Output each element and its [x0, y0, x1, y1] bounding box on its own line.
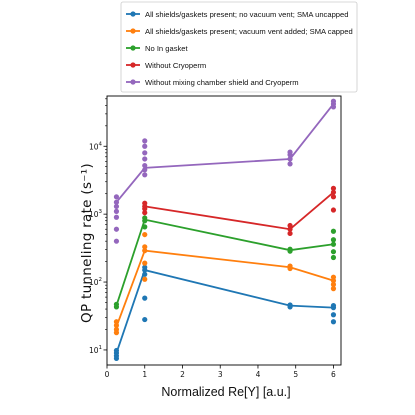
- legend-label: All shields/gaskets present; no vacuum v…: [145, 10, 348, 19]
- x-tick-label: 3: [218, 370, 223, 379]
- x-tick-label: 6: [331, 370, 336, 379]
- data-point: [113, 214, 120, 220]
- series-line-2: [115, 249, 334, 328]
- legend-label: All shields/gaskets present; vacuum vent…: [145, 27, 353, 36]
- data-point: [142, 271, 148, 277]
- data-point: [142, 244, 148, 250]
- axes-frame: [106, 95, 342, 366]
- data-point: [330, 274, 337, 280]
- data-point: [142, 276, 148, 282]
- y-axis-label: QP tunneling rate (s⁻¹): [79, 163, 95, 323]
- data-point: [330, 194, 337, 200]
- x-axis-label: Normalized Re[Y] [a.u.]: [161, 385, 290, 399]
- data-point: [142, 248, 148, 254]
- legend-label: Without Cryoperm: [145, 61, 206, 70]
- data-point: [113, 203, 120, 210]
- series-line-4: [144, 191, 335, 231]
- data-point: [287, 302, 293, 308]
- data-point: [142, 143, 148, 149]
- x-tick-label: 1: [142, 370, 147, 379]
- legend-label: Without mixing chamber shield and Cryope…: [145, 78, 299, 87]
- data-point: [330, 228, 337, 234]
- data-point: [142, 215, 148, 221]
- data-point: [113, 301, 120, 307]
- data-point: [113, 194, 120, 200]
- legend-marker: [130, 45, 136, 51]
- x-tick-label: 5: [293, 370, 298, 379]
- data-point: [330, 98, 337, 104]
- axes: 0 1 2 3 4 5 6 101 102 103 104: [89, 95, 342, 379]
- data-point: [142, 167, 148, 173]
- data-point: [113, 326, 120, 333]
- data-point: [142, 138, 148, 144]
- y-tick-label: 102: [89, 277, 102, 287]
- data-point: [142, 224, 148, 230]
- data-point: [330, 241, 337, 247]
- data-point: [287, 149, 293, 155]
- y-tick-label: 103: [89, 209, 103, 219]
- legend-marker: [130, 11, 136, 17]
- legend-marker: [130, 62, 136, 68]
- series-line-5: [115, 103, 335, 203]
- data-point: [287, 230, 293, 237]
- x-tick-label: 2: [180, 370, 185, 379]
- data-point: [330, 286, 337, 292]
- data-point: [330, 237, 337, 243]
- data-point: [330, 207, 337, 213]
- data-point: [142, 150, 148, 156]
- x-tick-label: 0: [105, 370, 110, 379]
- data-point: [330, 249, 337, 255]
- data-point: [330, 312, 337, 318]
- data-point: [113, 347, 120, 354]
- data-point: [142, 264, 148, 270]
- y-tick-label: 104: [89, 141, 103, 151]
- data-point: [330, 189, 337, 195]
- data-point: [287, 156, 293, 162]
- data-point: [113, 208, 120, 214]
- plot-area: [113, 98, 337, 362]
- y-tick-label: 101: [89, 345, 102, 355]
- data-point: [142, 210, 148, 216]
- series-line-1: [115, 269, 334, 354]
- data-point: [330, 319, 337, 325]
- data-point: [287, 222, 293, 229]
- data-point: [113, 226, 120, 232]
- data-point: [142, 260, 148, 266]
- data-point: [113, 238, 120, 244]
- data-point: [142, 172, 148, 178]
- series-line-3: [115, 218, 334, 306]
- data-point: [330, 254, 337, 261]
- data-point: [287, 161, 293, 167]
- data-point: [142, 156, 148, 162]
- legend-marker: [130, 79, 136, 85]
- data-point: [142, 200, 148, 206]
- data-point: [330, 185, 337, 191]
- data-point: [330, 302, 337, 309]
- data-point: [142, 162, 148, 169]
- data-point: [142, 295, 148, 301]
- legend: All shields/gaskets present; no vacuum v…: [120, 1, 358, 93]
- data-point: [142, 316, 148, 323]
- data-point: [287, 226, 293, 232]
- legend-label: No In gasket: [145, 44, 189, 53]
- x-tick-label: 4: [256, 370, 261, 379]
- data-point: [113, 319, 120, 325]
- data-point: [142, 231, 148, 238]
- legend-marker: [130, 28, 136, 34]
- data-point: [330, 281, 337, 288]
- data-point: [287, 246, 293, 252]
- legend-box: [120, 1, 358, 93]
- data-point: [287, 263, 293, 269]
- data-point: [113, 322, 120, 328]
- data-point: [113, 199, 120, 205]
